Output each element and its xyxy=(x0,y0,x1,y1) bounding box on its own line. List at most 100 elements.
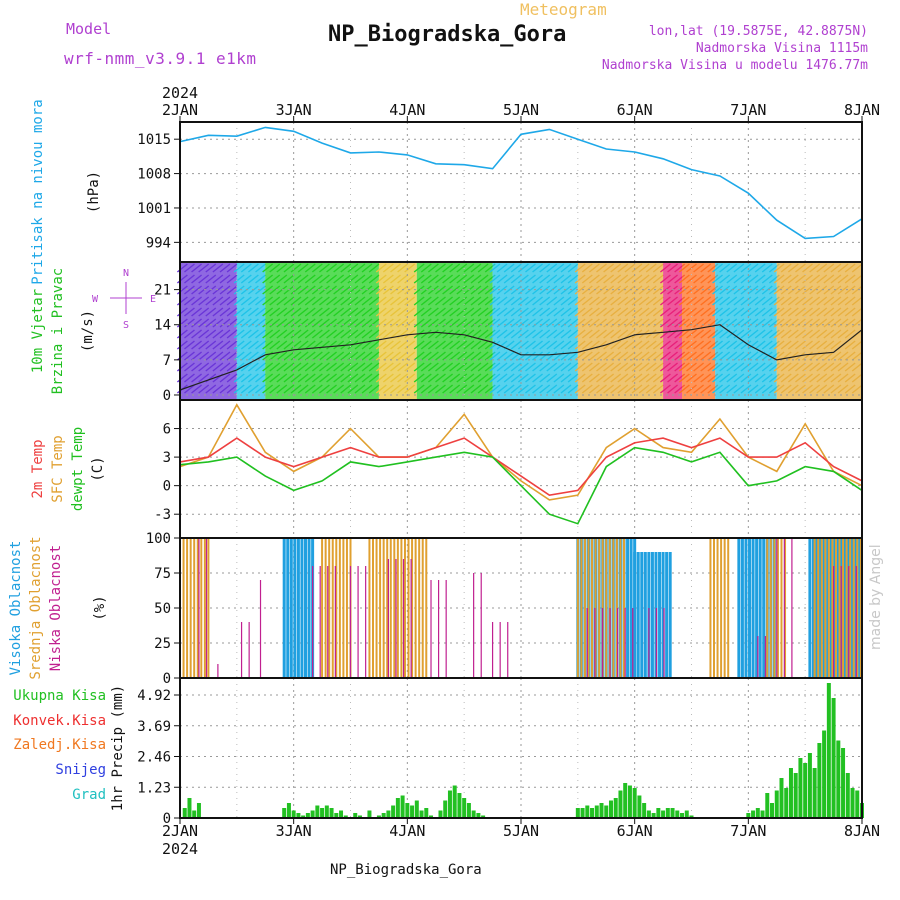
wind-barb xyxy=(240,307,252,317)
wind-barb xyxy=(191,307,203,317)
wind-barb xyxy=(354,307,366,317)
wind-barb xyxy=(184,340,195,350)
wind-barb xyxy=(361,340,373,350)
wind-barb xyxy=(712,285,723,295)
wind-barb xyxy=(638,285,650,295)
precip-bar xyxy=(604,805,609,818)
wind-barb xyxy=(588,318,600,328)
wind-barb xyxy=(693,384,705,394)
precip-legend-1: Konvek.Kisa xyxy=(13,713,106,729)
wind-barb xyxy=(726,296,738,306)
wind-barb xyxy=(184,307,195,317)
wind-barb xyxy=(184,362,195,372)
wind-barb xyxy=(212,274,224,284)
wind-barb xyxy=(567,329,579,339)
wind-barb xyxy=(397,384,409,394)
wind-barb xyxy=(420,362,432,372)
wind-barb xyxy=(686,296,697,306)
wind-barb xyxy=(404,384,416,394)
wind-barb xyxy=(354,263,366,273)
wind-barb xyxy=(844,362,856,372)
wind-barb xyxy=(603,296,615,306)
wind-barb xyxy=(740,384,752,394)
wind-barb xyxy=(546,384,558,394)
wind-barb xyxy=(397,263,409,273)
precip-bar xyxy=(315,805,320,818)
wind-barb xyxy=(809,340,821,350)
wind-barb xyxy=(610,340,622,350)
wind-barb xyxy=(787,274,799,284)
wind-barb xyxy=(678,329,690,339)
precip-bar xyxy=(788,768,793,818)
wind-barb xyxy=(184,263,195,273)
wind-barb xyxy=(456,296,468,306)
ytick-label-clouds: 25 xyxy=(154,636,171,652)
wind-barb xyxy=(740,329,752,339)
wind-barb xyxy=(787,307,799,317)
wind-barb xyxy=(830,384,842,394)
wind-barb xyxy=(413,340,425,350)
wind-barb xyxy=(700,274,712,284)
wind-barb xyxy=(340,318,352,328)
wind-barb xyxy=(794,285,806,295)
wind-barb xyxy=(297,296,309,306)
wind-barb xyxy=(435,373,446,383)
wind-barb xyxy=(733,307,745,317)
wind-barb xyxy=(740,351,752,361)
wind-barb xyxy=(837,318,849,328)
wind-barb xyxy=(304,340,316,350)
ytick-label-clouds: 75 xyxy=(154,566,171,582)
wind-barb xyxy=(420,296,432,306)
wind-barb xyxy=(567,318,579,328)
xtick-label-bottom: 5JAN xyxy=(503,822,539,840)
wind-barb xyxy=(340,362,352,372)
station-title: NP_Biogradska_Gora xyxy=(328,22,567,47)
precip-bar xyxy=(826,683,831,818)
wind-barb xyxy=(361,384,373,394)
wind-barb xyxy=(333,318,345,328)
wind-barb xyxy=(733,351,745,361)
wind-barb xyxy=(539,329,551,339)
wind-barb xyxy=(588,329,600,339)
wind-barb xyxy=(347,329,359,339)
wind-barb xyxy=(347,384,359,394)
precip-bar xyxy=(395,798,400,818)
wind-barb xyxy=(255,318,266,328)
wind-barb xyxy=(255,307,266,317)
wind-barb xyxy=(816,274,828,284)
wind-barb xyxy=(347,307,359,317)
wind-barb xyxy=(700,384,712,394)
wind-barb xyxy=(638,274,650,284)
wind-barb xyxy=(333,384,345,394)
wind-barb xyxy=(413,373,425,383)
wind-barb xyxy=(560,318,572,328)
wind-barb xyxy=(442,362,454,372)
wind-barb xyxy=(198,307,210,317)
wind-barb xyxy=(262,263,274,273)
wind-barb xyxy=(631,318,643,328)
wind-barb xyxy=(532,318,544,328)
wind-barb xyxy=(553,373,565,383)
wind-barb xyxy=(802,307,813,317)
wind-barb xyxy=(678,263,690,273)
wind-barb xyxy=(719,351,731,361)
wind-barb xyxy=(255,362,266,372)
wind-barb xyxy=(726,307,738,317)
wind-barb xyxy=(773,373,785,383)
wind-barb xyxy=(787,263,799,273)
wind-barb xyxy=(368,362,380,372)
wind-barb xyxy=(375,318,387,328)
wind-barb xyxy=(269,340,281,350)
wind-barb xyxy=(333,362,345,372)
wind-barb xyxy=(700,263,712,273)
precip-bar xyxy=(760,810,765,818)
wind-barb xyxy=(240,384,252,394)
wind-barb xyxy=(382,285,394,295)
precip-bar xyxy=(481,815,486,818)
wind-barb xyxy=(333,329,345,339)
wind-barb xyxy=(340,274,352,284)
wind-barb xyxy=(726,362,738,372)
wind-barb xyxy=(719,373,731,383)
wind-barb xyxy=(503,307,515,317)
wind-barb xyxy=(581,340,593,350)
